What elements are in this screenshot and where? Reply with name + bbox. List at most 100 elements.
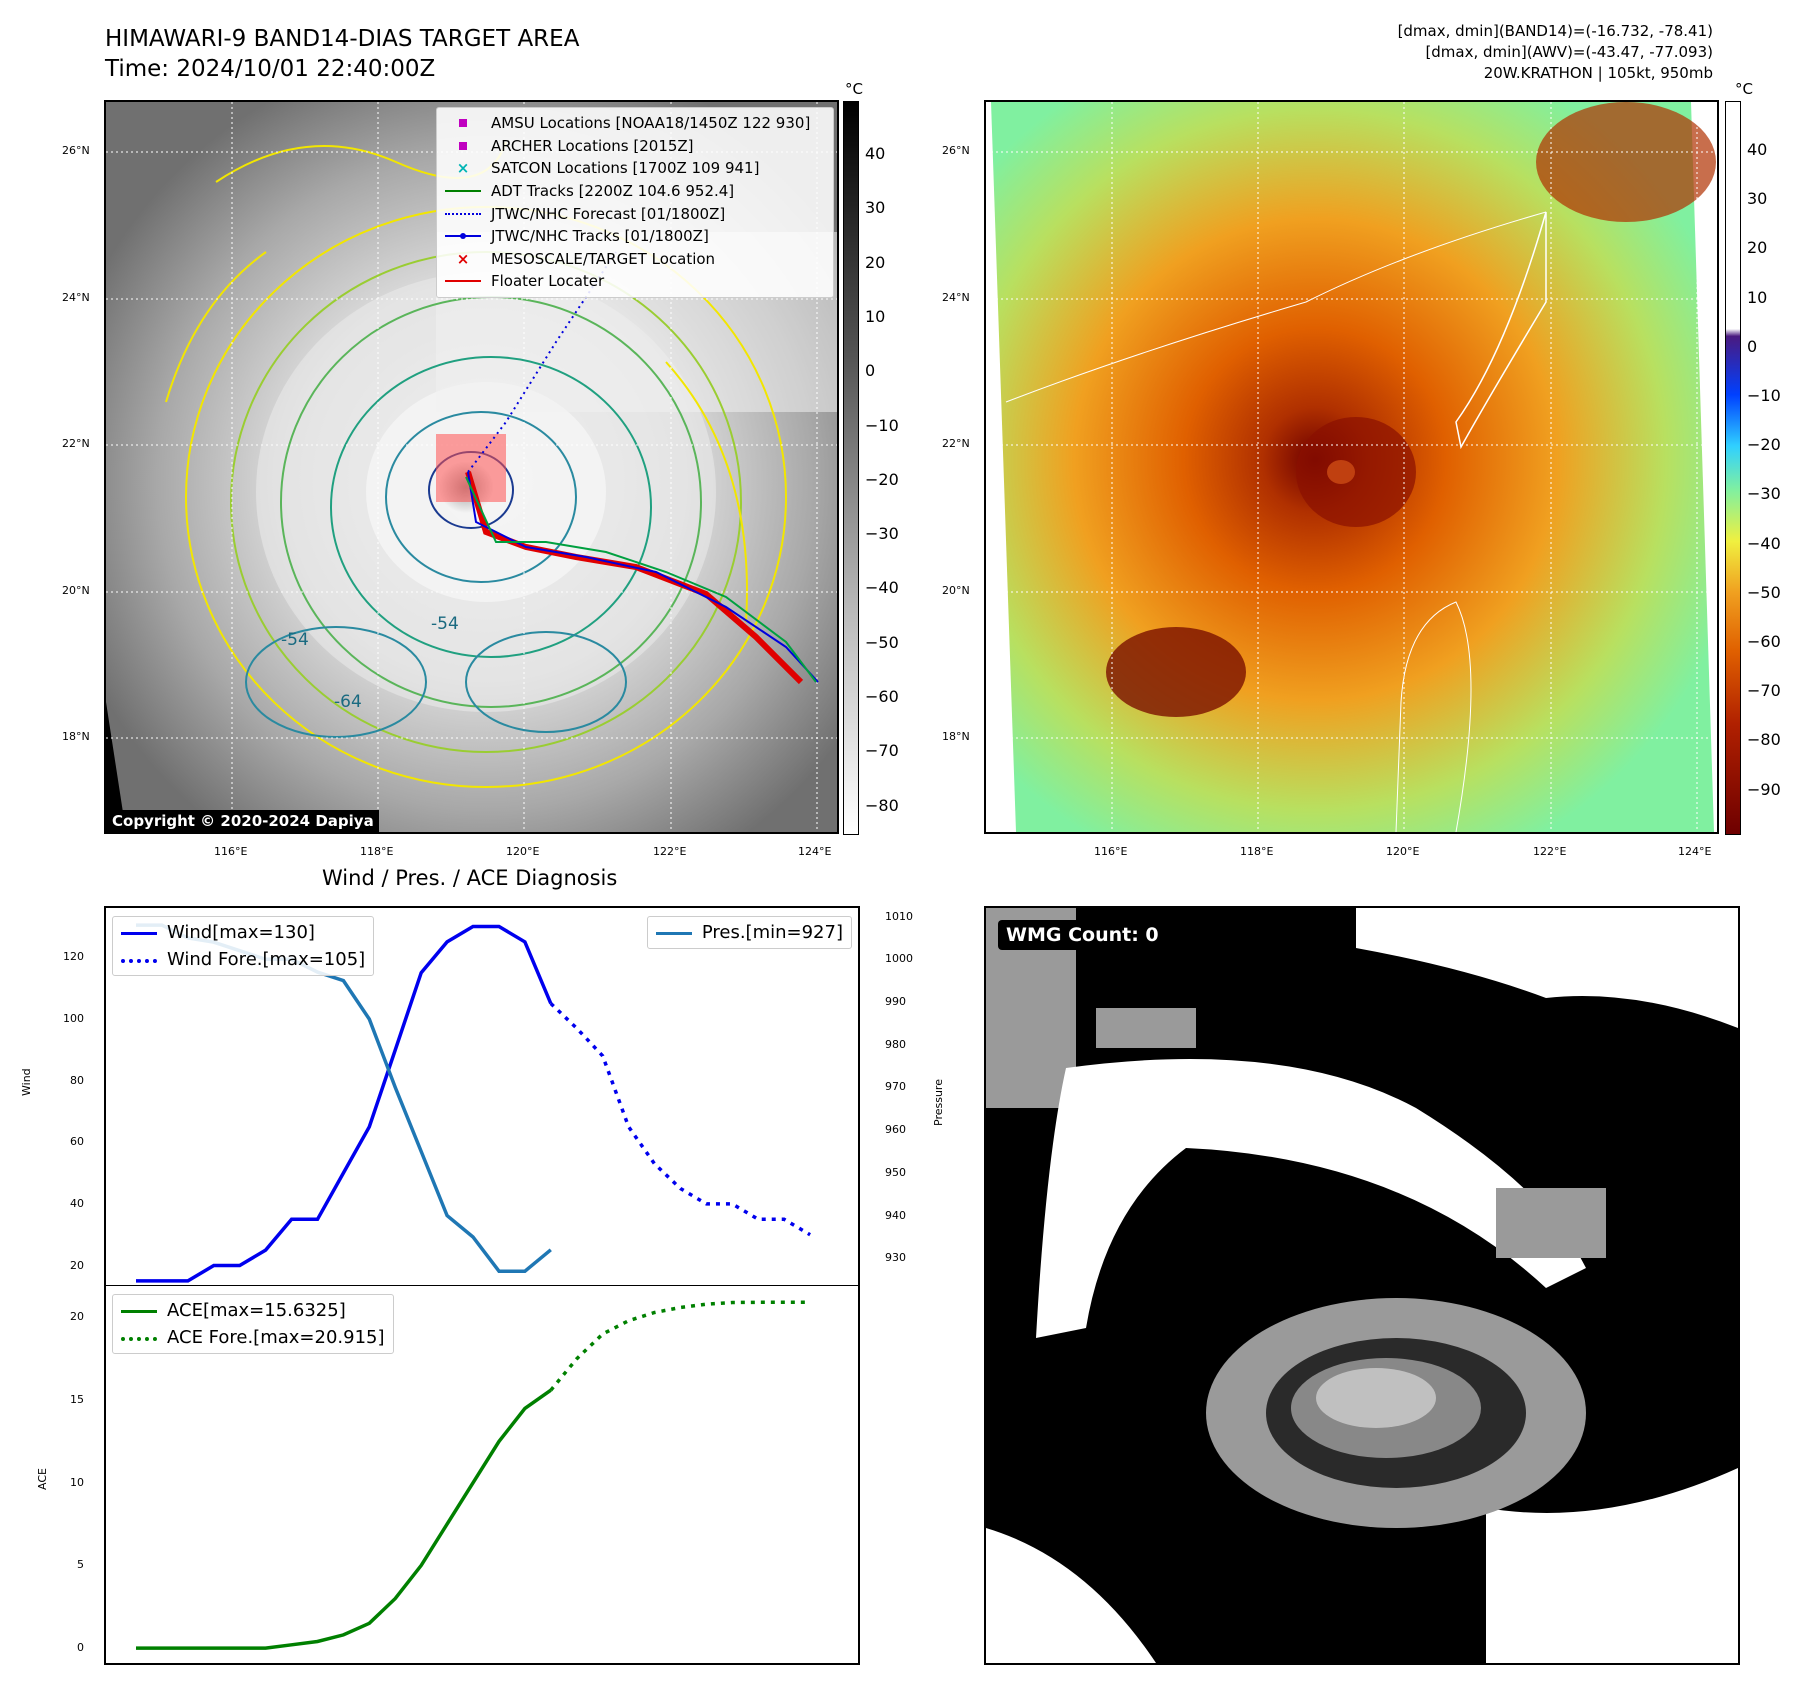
legend-item: ADT Tracks [2200Z 104.6 952.4] [445, 180, 825, 203]
legend-item: Pres.[min=927] [655, 919, 843, 946]
pressure-axis-label: Pressure [932, 1079, 945, 1126]
ace-legend: ACE[max=15.6325] ACE Fore.[max=20.915] [112, 1294, 394, 1354]
lon-tick: 120°E [506, 845, 540, 858]
colorbar-tick: −70 [865, 741, 899, 761]
chart-time: Time: 2024/10/01 22:40:00Z [105, 56, 436, 82]
axis-tick: 930 [885, 1251, 906, 1265]
colorbar-tick: 30 [865, 198, 886, 218]
axis-tick: 970 [885, 1080, 906, 1094]
axis-tick: 980 [885, 1037, 906, 1051]
color-map-image [986, 102, 1717, 832]
ace-plot [136, 1300, 811, 1650]
wind-series-line [136, 924, 553, 1283]
color-map-panel [984, 100, 1719, 834]
axis-tick: 15 [70, 1393, 84, 1407]
wmg-panel: WMG Count: 0 [984, 906, 1740, 1665]
lon-tick: 124°E [1678, 845, 1712, 858]
axis-tick: 1010 [885, 909, 913, 923]
legend-item: ARCHER Locations [2015Z] [445, 135, 825, 158]
colorbar-tick: 0 [865, 361, 876, 381]
legend-item: Wind[max=130] [121, 919, 365, 946]
colorbar-tick: −50 [865, 632, 899, 652]
diagnosis-title: Wind / Pres. / ACE Diagnosis [322, 866, 618, 890]
colorbar-tick: −30 [1747, 484, 1781, 504]
lat-tick: 18°N [62, 730, 90, 743]
lat-tick: 20°N [942, 584, 970, 597]
legend-item: × MESOSCALE/TARGET Location [456, 249, 716, 268]
stats-awv: [dmax, dmin](AWV)=(-43.47, -77.093) [1425, 43, 1713, 61]
legend-item: Floater Locater [445, 270, 825, 293]
ace-forecast-line [549, 1300, 811, 1392]
colorbar-tick: −40 [1747, 533, 1781, 553]
ace-panel: ACE[max=15.6325] ACE Fore.[max=20.915] [104, 1285, 860, 1665]
axis-tick: 20 [70, 1258, 84, 1272]
lon-tick: 116°E [1094, 845, 1128, 858]
contour-label: -54 [431, 614, 459, 634]
colorbar-tick: −80 [865, 795, 899, 815]
axis-tick: 40 [70, 1196, 84, 1210]
colorbar-tick: −60 [1747, 632, 1781, 651]
axis-tick: 990 [885, 995, 906, 1008]
legend-item: JTWC/NHC Tracks [01/1800Z] [445, 225, 825, 248]
copyright-label: Copyright © 2020-2024 Dapiya [107, 810, 379, 832]
wind-axis-label: Wind [20, 1068, 33, 1096]
colorbar-tick: 10 [865, 306, 886, 326]
colorbar-color [1725, 101, 1741, 835]
colorbar-unit: °C [845, 80, 863, 98]
lon-tick: 116°E [214, 845, 248, 858]
colorbar-tick: −20 [1747, 435, 1781, 455]
lon-tick: 118°E [360, 845, 394, 858]
axis-tick: 960 [885, 1123, 906, 1137]
colorbar-tick: 10 [1747, 287, 1768, 307]
lon-tick: 120°E [1386, 845, 1420, 858]
legend-item: JTWC/NHC Forecast [01/1800Z] [445, 202, 825, 225]
contour-label: -64 [334, 692, 362, 712]
lon-tick: 122°E [1533, 845, 1567, 858]
colorbar-tick: −10 [1747, 386, 1781, 405]
legend-item: ACE Fore.[max=20.915] [121, 1324, 385, 1351]
contour-label: -54 [281, 630, 309, 650]
chart-title: HIMAWARI-9 BAND14-DIAS TARGET AREA [105, 26, 580, 52]
colorbar-tick: −90 [1747, 779, 1781, 799]
lon-tick: 122°E [653, 845, 687, 858]
axis-tick: 940 [885, 1208, 906, 1222]
axis-tick: 10 [70, 1475, 84, 1489]
colorbar-tick: −50 [1747, 582, 1781, 602]
map-legend: AMSU Locations [NOAA18/1450Z 122 930] AR… [436, 107, 834, 298]
lat-tick: 22°N [942, 437, 970, 450]
colorbar-tick: 30 [1747, 189, 1768, 209]
lon-tick: 118°E [1240, 845, 1274, 858]
axis-tick: 20 [70, 1310, 84, 1324]
lat-tick: 24°N [62, 291, 90, 304]
lat-tick: 20°N [62, 584, 90, 597]
legend-item: × SATCON Locations [1700Z 109 941] [456, 159, 760, 178]
stats-band14: [dmax, dmin](BAND14)=(-16.732, -78.41) [1397, 22, 1713, 40]
colorbar-tick: −20 [865, 469, 899, 489]
lat-tick: 18°N [942, 730, 970, 743]
colorbar-tick: 40 [865, 144, 886, 163]
axis-tick: 80 [70, 1073, 84, 1087]
axis-tick: 60 [70, 1135, 84, 1149]
colorbar-gray [843, 101, 859, 835]
ir-map-panel: AMSU Locations [NOAA18/1450Z 122 930] AR… [104, 100, 839, 834]
colorbar-tick: −70 [1747, 681, 1781, 701]
lat-tick: 24°N [942, 291, 970, 304]
colorbar-tick: −10 [865, 415, 899, 435]
colorbar-tick: 40 [1747, 140, 1768, 159]
pressure-series-line [136, 923, 552, 1273]
axis-tick: 100 [63, 1011, 84, 1025]
axis-tick: 5 [77, 1558, 84, 1572]
axis-tick: 120 [63, 950, 84, 964]
lat-tick: 26°N [942, 144, 970, 157]
colorbar-tick: 20 [865, 252, 886, 272]
ace-axis-label: ACE [36, 1468, 49, 1490]
wind-pres-panel: Wind[max=130] Wind Fore.[max=105] Pres.[… [104, 906, 860, 1286]
wmg-count-label: WMG Count: 0 [998, 920, 1167, 950]
pres-legend: Pres.[min=927] [646, 916, 852, 949]
stats-storm: 20W.KRATHON | 105kt, 950mb [1483, 64, 1713, 82]
colorbar-tick: 0 [1747, 336, 1758, 356]
axis-tick: 1000 [885, 952, 913, 966]
wmg-image [986, 908, 1738, 1663]
wind-legend: Wind[max=130] Wind Fore.[max=105] [112, 916, 375, 976]
ace-series-line [136, 1388, 552, 1650]
